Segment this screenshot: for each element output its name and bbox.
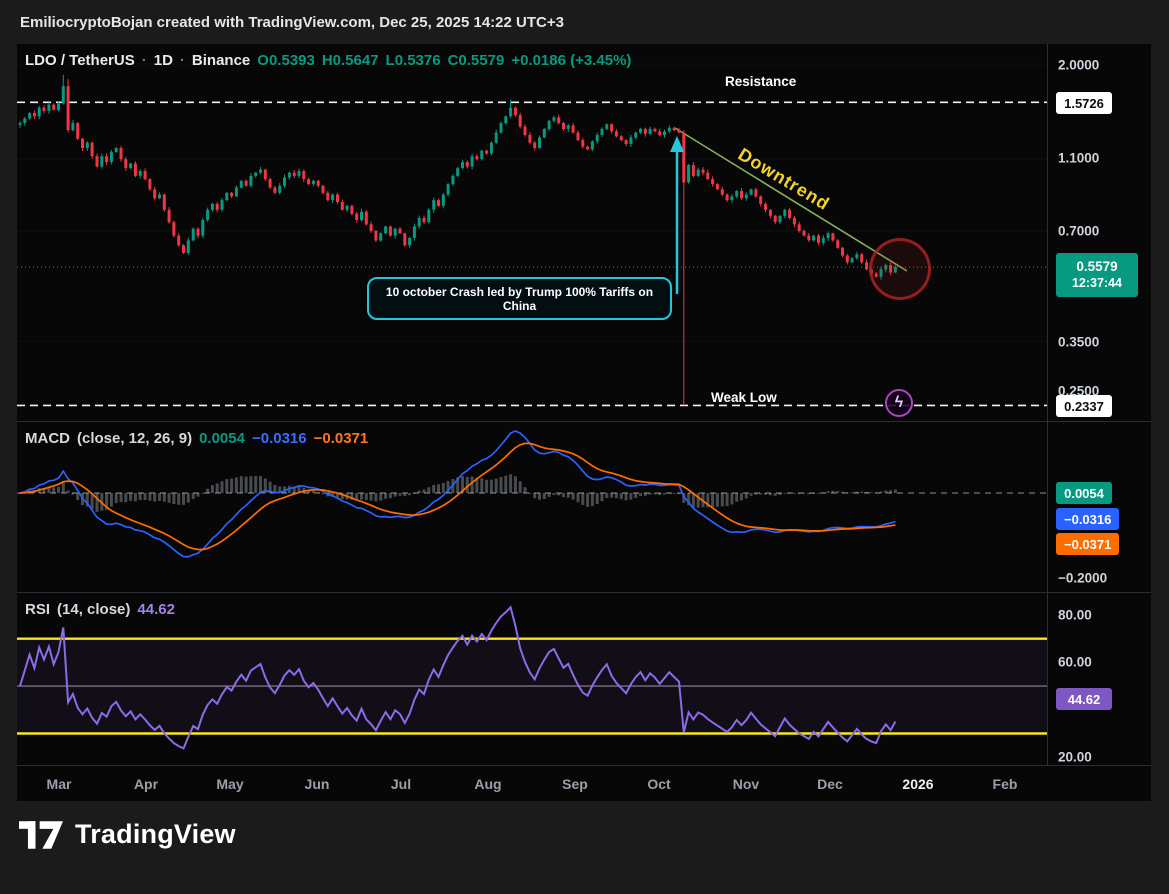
time-axis-label: Aug (474, 776, 502, 792)
footer-bar: TradingView (0, 801, 1169, 894)
interval-label: 1D (153, 52, 173, 69)
resistance-label: Resistance (725, 74, 797, 89)
ohlc-low: L0.5376 (385, 52, 441, 69)
time-axis[interactable]: Mar Apr May Jun Jul Aug Sep Oct Nov Dec 2026 Feb (17, 765, 1151, 802)
change-label: +0.0186 (+3.45%) (511, 52, 632, 69)
rsi-axis-tick: 80.00 (1058, 607, 1092, 623)
pane-separator[interactable] (17, 592, 1151, 593)
time-axis-label: Dec (817, 776, 843, 792)
tradingview-logo: TradingView (19, 819, 236, 850)
time-axis-label: 2026 (902, 776, 934, 792)
price-tick: 2.0000 (1058, 57, 1100, 73)
rsi-title: RSI (25, 601, 51, 618)
rsi-value: 44.62 (137, 601, 175, 618)
macd-legend: MACD (close, 12, 26, 9) 0.0054 −0.0316 −… (25, 430, 368, 447)
price-tick: 0.3500 (1058, 334, 1100, 350)
symbol-name: LDO / TetherUS (25, 52, 135, 69)
chart-frame: LDO / TetherUS · 1D · Binance O0.5393 H0… (17, 44, 1151, 801)
macd-hist-value: 0.0054 (199, 430, 245, 447)
price-tick: 0.7000 (1058, 223, 1100, 239)
macd-title: MACD (25, 430, 70, 447)
lightning-icon: ϟ (885, 389, 913, 417)
rsi-value-badge: 44.62 (1056, 688, 1112, 710)
credit-text: EmiliocryptoBojan created with TradingVi… (20, 13, 564, 31)
macd-params: (close, 12, 26, 9) (77, 430, 193, 447)
resistance-price-badge: 1.5726 (1056, 92, 1112, 114)
countdown-timer: 12:37:44 (1071, 275, 1123, 290)
macd-hist-badge: 0.0054 (1056, 482, 1112, 504)
weak-low-label: Weak Low (711, 390, 777, 405)
price-axis[interactable]: 2.0000 1.1000 0.7000 0.3500 0.2500 1.572… (1047, 44, 1152, 765)
time-axis-label: Apr (133, 776, 159, 792)
macd-signal-badge: −0.0371 (1056, 533, 1120, 555)
time-axis-label: Oct (647, 776, 671, 792)
top-credit-bar: EmiliocryptoBojan created with TradingVi… (0, 0, 1169, 44)
macd-chart[interactable] (17, 422, 1047, 592)
macd-signal-value: −0.0371 (313, 430, 369, 447)
macd-line-badge: −0.0316 (1056, 508, 1120, 530)
symbol-legend: LDO / TetherUS · 1D · Binance O0.5393 H0… (25, 52, 632, 69)
weak-low-price-badge: 0.2337 (1056, 395, 1112, 417)
price-tick: 1.1000 (1058, 150, 1100, 166)
rsi-pane[interactable]: RSI (14, close) 44.62 (17, 593, 1047, 765)
crash-callout: 10 october Crash led by Trump 100% Tarif… (367, 277, 672, 320)
macd-axis-tick: −0.2000 (1058, 570, 1108, 586)
time-axis-label: Sep (562, 776, 588, 792)
macd-pane[interactable]: MACD (close, 12, 26, 9) 0.0054 −0.0316 −… (17, 422, 1047, 592)
pane-separator[interactable] (17, 421, 1151, 422)
time-axis-label: Jun (304, 776, 330, 792)
highlight-circle (869, 238, 931, 300)
rsi-axis-tick: 60.00 (1058, 654, 1092, 670)
tradingview-logo-icon (19, 820, 63, 849)
time-axis-label: Jul (390, 776, 412, 792)
rsi-params: (14, close) (57, 601, 131, 618)
crash-callout-text: 10 october Crash led by Trump 100% Tarif… (385, 284, 654, 313)
time-axis-label: Mar (46, 776, 72, 792)
macd-line-value: −0.0316 (251, 430, 307, 447)
rsi-chart[interactable] (17, 593, 1047, 765)
last-price-badge: 0.5579 12:37:44 (1056, 253, 1138, 297)
ohlc-close: C0.5579 (447, 52, 505, 69)
exchange-label: Binance (191, 52, 251, 69)
ohlc-open: O0.5393 (257, 52, 315, 69)
rsi-axis-tick: 20.00 (1058, 749, 1092, 765)
rsi-legend: RSI (14, close) 44.62 (25, 601, 175, 618)
price-tick: 0.2500 (1058, 383, 1100, 399)
candlestick-chart[interactable] (17, 44, 1047, 421)
time-axis-label: Feb (992, 776, 1018, 792)
time-axis-label: Nov (732, 776, 760, 792)
price-pane[interactable]: LDO / TetherUS · 1D · Binance O0.5393 H0… (17, 44, 1047, 421)
candles (18, 74, 897, 406)
ohlc-high: H0.5647 (321, 52, 379, 69)
tradingview-wordmark: TradingView (75, 819, 236, 849)
time-axis-label: May (216, 776, 244, 792)
